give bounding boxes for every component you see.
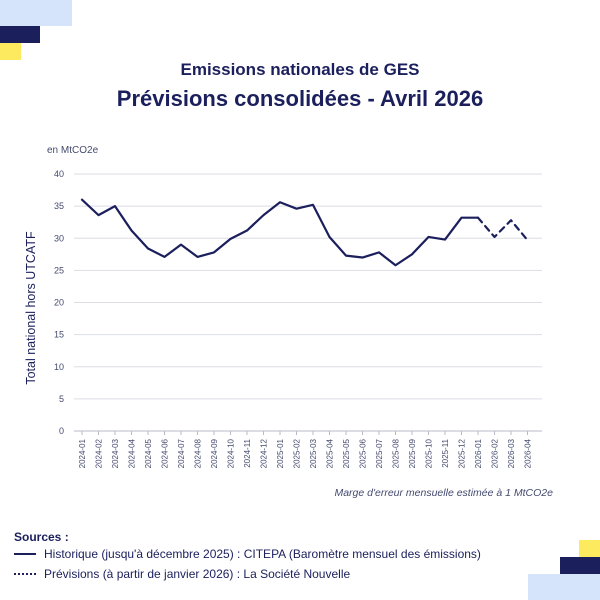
- y-tick-label: 40: [54, 169, 64, 179]
- decor-block-bottom-light: [528, 574, 600, 600]
- y-tick-label: 10: [54, 362, 64, 372]
- x-tick-label: 2026-01: [474, 438, 483, 468]
- chart-subtitle: Prévisions consolidées - Avril 2026: [116, 86, 484, 111]
- x-tick-label: 2025-08: [392, 438, 401, 468]
- y-tick-label: 0: [59, 426, 64, 436]
- x-tick-label: 2024-09: [210, 438, 219, 468]
- y-tick-label: 5: [59, 394, 64, 404]
- x-tick-label: 2024-02: [95, 438, 104, 468]
- x-tick-label: 2024-11: [243, 438, 252, 467]
- x-tick-label: 2025-12: [458, 438, 467, 468]
- x-tick-label: 2025-05: [342, 438, 351, 468]
- x-tick-label: 2025-10: [425, 438, 434, 468]
- x-tick-label: 2025-09: [408, 438, 417, 468]
- x-tick-label: 2026-03: [507, 438, 516, 468]
- x-tick-label: 2025-06: [359, 438, 368, 468]
- series-line-historical: [80, 198, 480, 267]
- x-tick-label: 2024-04: [128, 438, 137, 468]
- unit-label: en MtCO2e: [47, 145, 99, 156]
- x-tick-label: 2024-10: [227, 438, 236, 468]
- x-tick-label: 2025-04: [326, 438, 335, 468]
- source-historical-text: Historique (jusqu'à décembre 2025) : CIT…: [44, 547, 481, 561]
- x-tick-label: 2025-01: [276, 438, 285, 468]
- source-forecast-text: Prévisions (à partir de janvier 2026) : …: [44, 567, 351, 581]
- decor-block-top-navy: [0, 26, 40, 43]
- y-tick-label: 25: [54, 265, 64, 275]
- solid-line-legend-icon: [14, 553, 36, 555]
- chart-title: Emissions nationales de GES: [180, 60, 420, 79]
- x-tick-label: 2025-07: [375, 438, 384, 468]
- y-tick-label: 35: [54, 201, 64, 211]
- dotted-line-legend-icon: [14, 573, 36, 575]
- error-margin-note: Marge d'erreur mensuelle estimée à 1 MtC…: [334, 487, 553, 499]
- y-tick-label: 30: [54, 233, 64, 243]
- x-tick-label: 2024-08: [194, 438, 203, 468]
- decor-block-top-light: [0, 0, 72, 26]
- decor-block-bottom-navy: [560, 557, 600, 574]
- x-tick-label: 2025-02: [293, 438, 302, 468]
- decor-block-top-yellow: [0, 43, 21, 60]
- x-tick-label: 2024-01: [78, 438, 87, 468]
- series-line-forecast: [476, 216, 529, 242]
- x-tick-label: 2024-07: [177, 438, 186, 468]
- sources-title: Sources :: [14, 530, 69, 544]
- x-tick-label: 2026-04: [524, 438, 533, 468]
- y-tick-label: 15: [54, 330, 64, 340]
- source-historical: Historique (jusqu'à décembre 2025) : CIT…: [14, 547, 481, 561]
- x-tick-label: 2024-05: [144, 438, 153, 468]
- x-tick-label: 2026-02: [491, 438, 500, 468]
- x-tick-label: 2025-11: [441, 438, 450, 467]
- y-tick-label: 20: [54, 298, 64, 308]
- decor-block-bottom-yellow: [579, 540, 600, 557]
- source-forecast: Prévisions (à partir de janvier 2026) : …: [14, 567, 350, 581]
- x-tick-label: 2024-06: [161, 438, 170, 468]
- x-tick-label: 2025-03: [309, 438, 318, 468]
- x-tick-label: 2024-03: [111, 438, 120, 468]
- x-tick-label: 2024-12: [260, 438, 269, 468]
